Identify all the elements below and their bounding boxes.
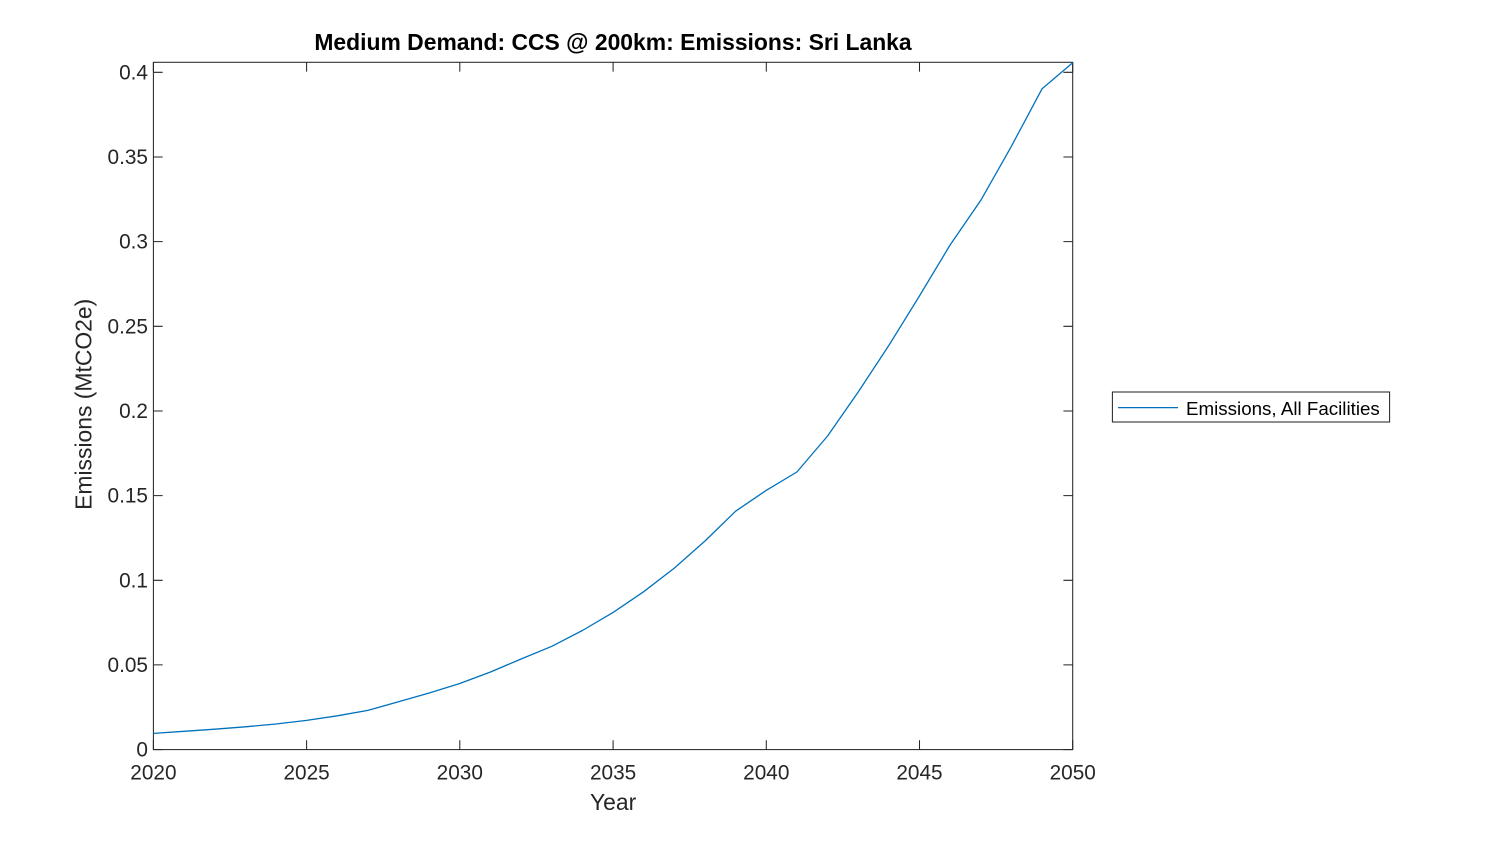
svg-text:0.25: 0.25 [108, 315, 148, 338]
svg-text:Emissions (MtCO2e): Emissions (MtCO2e) [70, 299, 96, 510]
svg-text:2030: 2030 [437, 762, 483, 785]
svg-text:Medium Demand: CCS @ 200km: Em: Medium Demand: CCS @ 200km: Emissions: S… [314, 29, 912, 55]
svg-text:0.05: 0.05 [108, 654, 148, 677]
svg-text:0.4: 0.4 [119, 61, 148, 84]
svg-text:0.1: 0.1 [119, 569, 148, 592]
svg-text:0.15: 0.15 [108, 485, 148, 508]
svg-text:2020: 2020 [130, 762, 176, 785]
svg-text:0: 0 [136, 739, 148, 762]
svg-text:Emissions, All Facilities: Emissions, All Facilities [1186, 398, 1380, 419]
svg-text:2050: 2050 [1050, 762, 1096, 785]
svg-text:0.35: 0.35 [108, 146, 148, 169]
svg-text:2040: 2040 [743, 762, 789, 785]
svg-text:Year: Year [590, 789, 637, 815]
svg-text:2035: 2035 [590, 762, 636, 785]
svg-text:0.3: 0.3 [119, 231, 148, 254]
svg-text:2025: 2025 [283, 762, 329, 785]
svg-text:0.2: 0.2 [119, 400, 148, 423]
svg-text:2045: 2045 [896, 762, 942, 785]
